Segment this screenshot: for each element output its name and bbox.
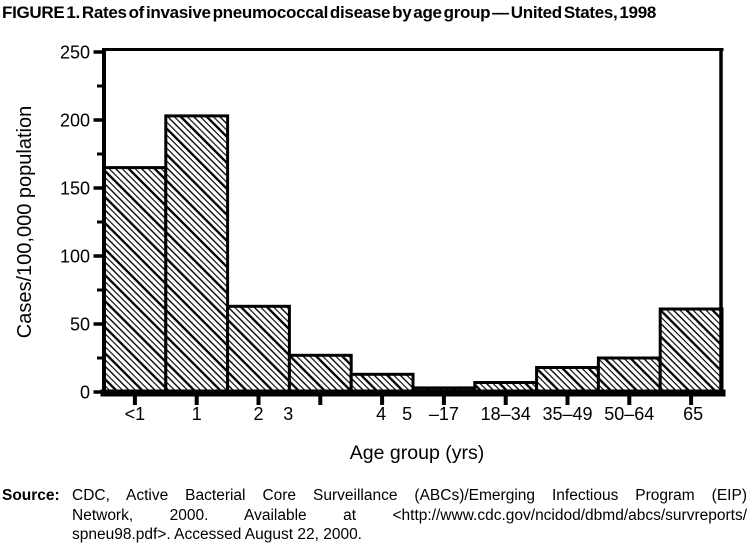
x-tick-label: 4 bbox=[376, 404, 386, 424]
y-tick-label: 50 bbox=[70, 315, 90, 335]
x-tick-label: 2 bbox=[253, 404, 263, 424]
y-tick-label: 200 bbox=[60, 111, 90, 131]
x-tick-label: 3 bbox=[283, 404, 293, 424]
source-label: Source: bbox=[2, 487, 60, 504]
bar bbox=[102, 166, 168, 396]
x-tick-label: 18–34 bbox=[481, 404, 531, 424]
source-note: Source: CDC, Active Bacterial Core Surve… bbox=[2, 486, 747, 545]
bar bbox=[164, 114, 230, 396]
y-tick-label: 100 bbox=[60, 247, 90, 267]
x-tick-label: 65 bbox=[683, 404, 703, 424]
x-tick-label: 50–64 bbox=[604, 404, 654, 424]
x-axis-title: Age group (yrs) bbox=[350, 442, 484, 464]
bar bbox=[287, 353, 353, 396]
x-axis-line bbox=[100, 389, 726, 397]
axes-group: 0 50 100 150 200 250 <1 1 2 3 4 5 –17 18–34 35–49 50–64… bbox=[60, 43, 726, 424]
x-tick-label: 5 bbox=[402, 404, 412, 424]
y-tick-label: 250 bbox=[60, 43, 90, 63]
bar bbox=[596, 356, 662, 396]
source-line: CDC, Active Bacterial Core Surveillance … bbox=[72, 487, 747, 504]
x-tick-label: <1 bbox=[125, 404, 146, 424]
figure-title: FIGURE 1. Rates of invasive pneumococcal… bbox=[2, 3, 657, 22]
source-text: CDC, Active Bacterial Core Surveillance … bbox=[72, 486, 747, 545]
x-tick-label: 35–49 bbox=[542, 404, 592, 424]
y-tick-label: 150 bbox=[60, 179, 90, 199]
bar-chart: 0 50 100 150 200 250 <1 1 2 3 4 5 –17 18–34 35–49 50–64… bbox=[14, 43, 726, 464]
x-tick-label: 1 bbox=[192, 404, 202, 424]
bars-group bbox=[102, 114, 724, 396]
source-line: spneu98.pdf>. Accessed August 22, 2000. bbox=[72, 526, 362, 543]
x-tick-label: –17 bbox=[429, 404, 459, 424]
source-line: Network, 2000. Available at <http://www.… bbox=[72, 506, 747, 524]
y-tick-label: 0 bbox=[80, 383, 90, 403]
y-axis-title: Cases/100,000 population bbox=[14, 106, 36, 338]
bar bbox=[658, 307, 724, 396]
bar bbox=[226, 304, 291, 396]
